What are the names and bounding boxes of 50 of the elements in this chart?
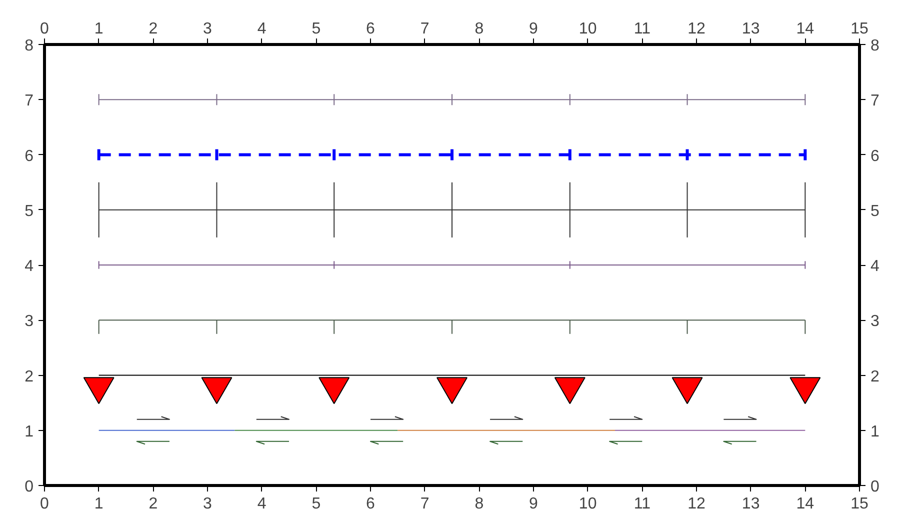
- x2-tick-label: 1: [94, 496, 104, 512]
- y-tick-label: 1: [24, 423, 34, 440]
- x-tick-label: 6: [366, 20, 376, 38]
- x2-tick-label: 15: [850, 496, 868, 512]
- y2-tick-label: 2: [870, 368, 880, 386]
- y2-tick-label: 6: [870, 148, 880, 165]
- x2-tick-label: 2: [148, 496, 158, 512]
- y2-tick-label: 7: [870, 92, 880, 110]
- x-tick-label: 13: [742, 20, 760, 38]
- x-tick-label: 9: [529, 20, 538, 38]
- y2-tick-label: 8: [870, 38, 880, 54]
- x-tick-label: 0: [40, 20, 50, 38]
- x2-tick-label: 7: [420, 496, 430, 512]
- x-tick-label: 7: [420, 20, 430, 38]
- y2-tick-label: 4: [870, 258, 880, 275]
- x-tick-label: 14: [796, 20, 814, 38]
- y2-tick-label: 5: [870, 202, 880, 220]
- x2-tick-label: 11: [634, 496, 651, 512]
- x-tick-label: 4: [257, 20, 266, 38]
- x2-tick-label: 6: [366, 496, 376, 512]
- x2-tick-label: 13: [742, 496, 760, 512]
- y2-tick-label: 0: [870, 478, 880, 496]
- y-tick-label: 5: [24, 202, 34, 220]
- y2-tick-label: 1: [870, 423, 880, 440]
- x-tick-label: 10: [578, 20, 597, 38]
- y-tick-label: 3: [24, 313, 34, 330]
- y-tick-label: 7: [24, 92, 34, 110]
- x2-tick-label: 0: [40, 496, 50, 512]
- x-tick-label: 5: [312, 20, 321, 38]
- y-tick-label: 4: [24, 258, 34, 275]
- y2-tick-label: 3: [870, 313, 880, 330]
- x-tick-label: 11: [634, 20, 651, 38]
- x-tick-label: 15: [850, 20, 868, 38]
- x2-tick-label: 3: [203, 496, 212, 512]
- x2-tick-label: 12: [688, 496, 706, 512]
- y-tick-label: 8: [24, 38, 34, 54]
- y-tick-label: 0: [24, 478, 34, 496]
- x-tick-label: 2: [148, 20, 158, 38]
- x2-tick-label: 4: [257, 496, 266, 512]
- x2-tick-label: 14: [796, 496, 814, 512]
- x-tick-label: 12: [688, 20, 706, 38]
- x-tick-label: 3: [203, 20, 212, 38]
- x2-tick-label: 9: [529, 496, 538, 512]
- x-tick-label: 8: [474, 20, 484, 38]
- x2-tick-label: 8: [474, 496, 484, 512]
- x-tick-label: 1: [94, 20, 104, 38]
- x2-tick-label: 5: [312, 496, 321, 512]
- y-tick-label: 2: [24, 368, 34, 386]
- y-tick-label: 6: [24, 148, 34, 165]
- x2-tick-label: 10: [578, 496, 597, 512]
